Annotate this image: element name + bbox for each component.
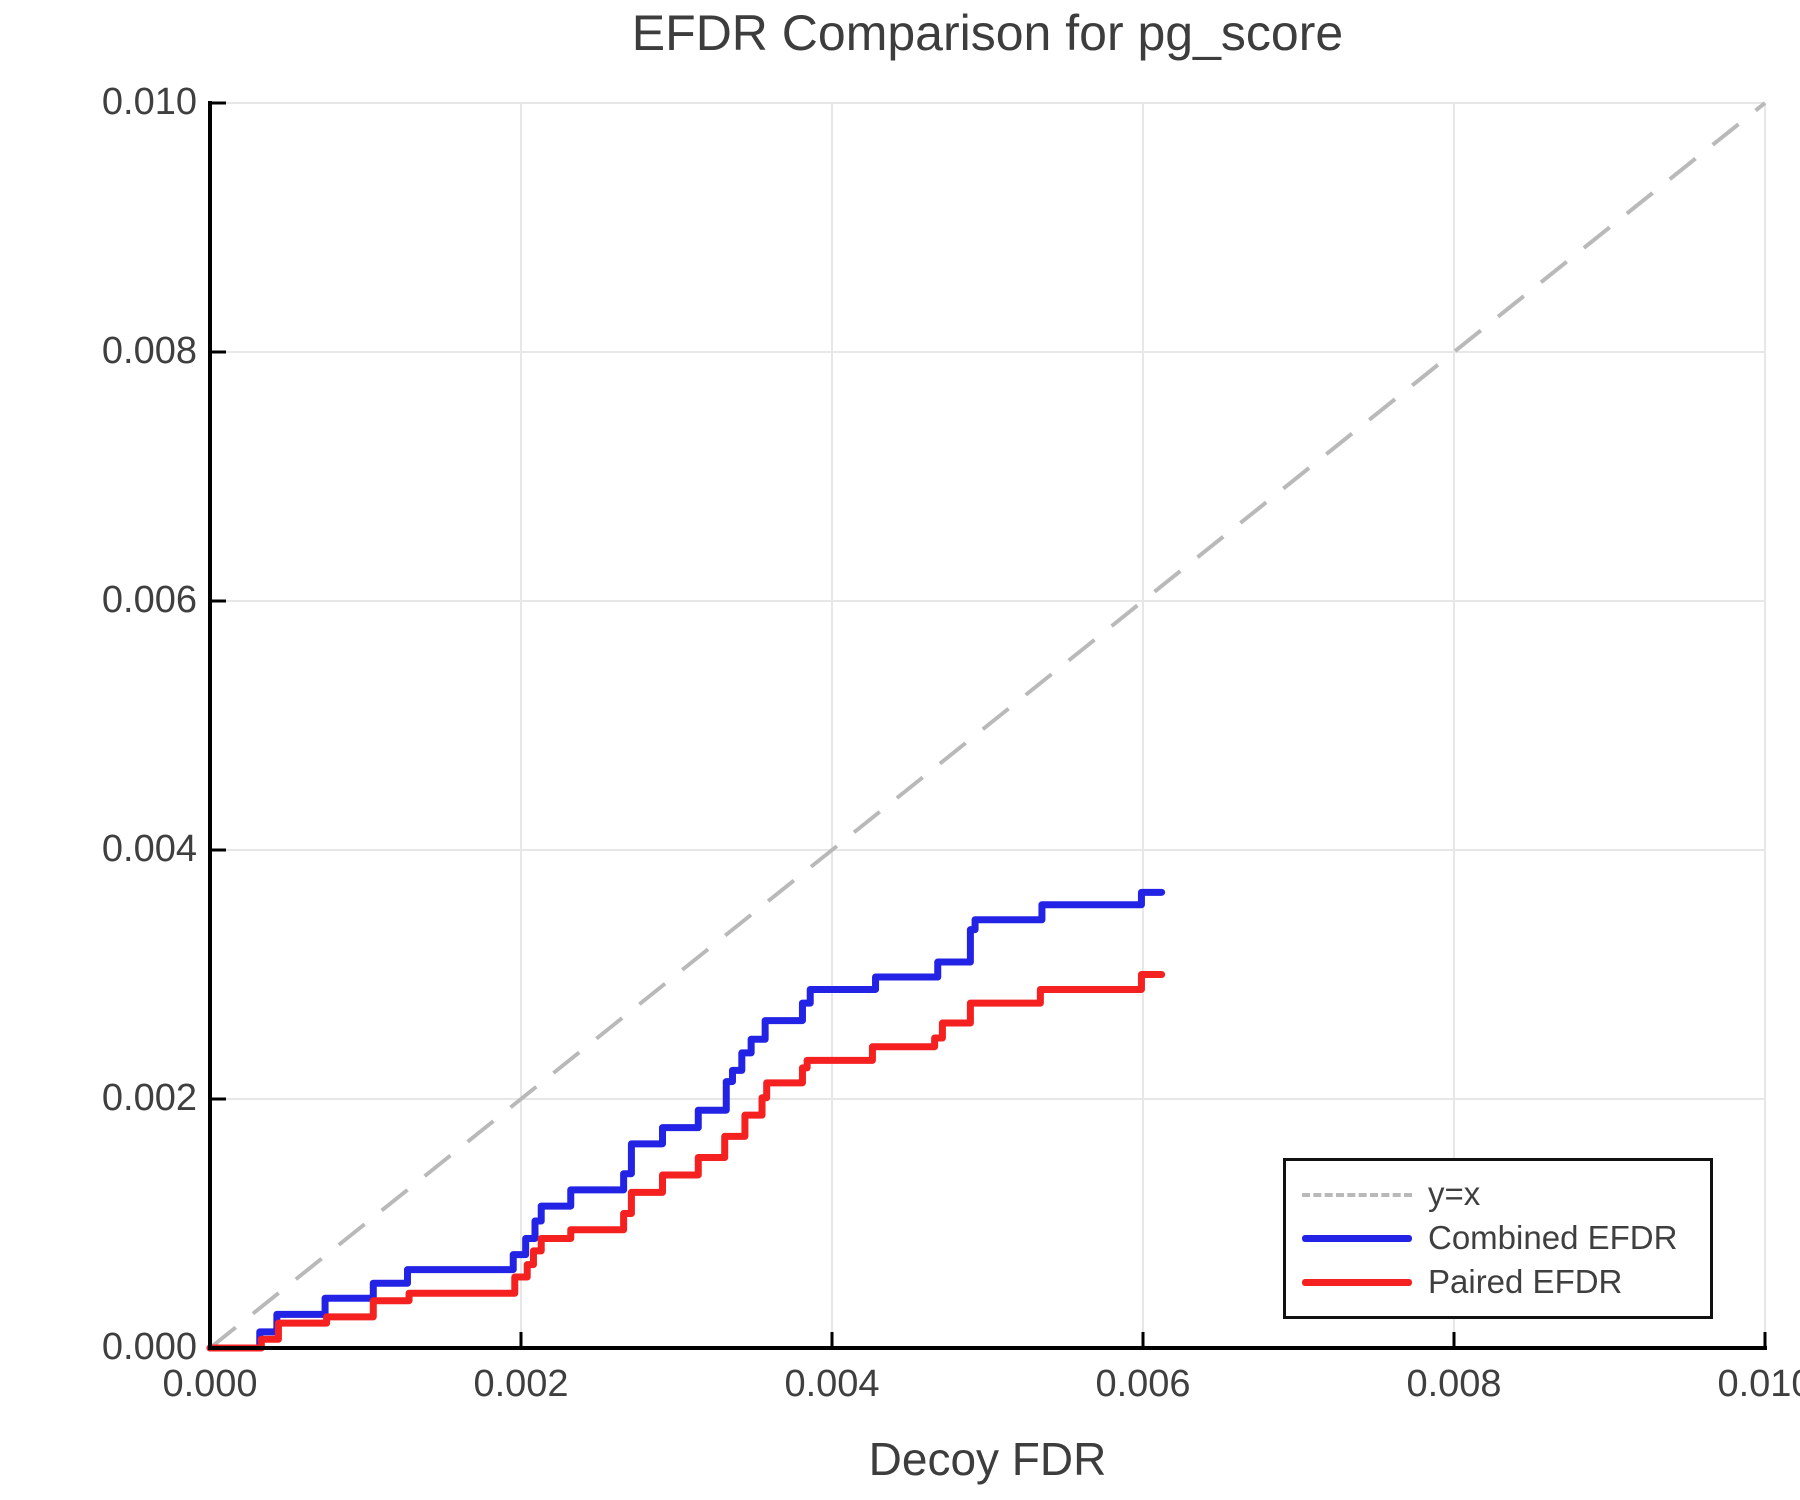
legend-entry-paired-efdr: Paired EFDR — [1302, 1263, 1710, 1303]
x-tick-label: 0.000 — [162, 1363, 258, 1405]
x-tick-label: 0.006 — [1095, 1363, 1191, 1405]
dashed-line-sample — [1302, 1192, 1412, 1197]
y-tick-label: 0.006 — [101, 579, 197, 621]
legend-label-paired-efdr: Paired EFDR — [1428, 1263, 1623, 1301]
x-tick-label: 0.004 — [784, 1363, 880, 1405]
y-tick-label: 0.004 — [101, 828, 197, 870]
chart-title: EFDR Comparison for pg_score — [631, 5, 1344, 61]
y-tick-label: 0.002 — [101, 1077, 197, 1119]
legend-label-yx: y=x — [1428, 1175, 1481, 1213]
series-paired-efdr — [206, 971, 1166, 1352]
x-tick-label: 0.010 — [1717, 1363, 1800, 1405]
legend: y=x Combined EFDR Paired EFDR — [1283, 1158, 1713, 1319]
diagonal-reference-line — [208, 101, 1767, 1350]
y-tick-label: 0.008 — [101, 330, 197, 372]
x-axis-label: Decoy FDR — [868, 1433, 1107, 1485]
legend-label-combined-efdr: Combined EFDR — [1428, 1219, 1678, 1257]
y-tick-label: 0.000 — [101, 1326, 197, 1368]
red-line-sample — [1302, 1279, 1412, 1286]
blue-line-sample — [1302, 1235, 1412, 1242]
series-combined-efdr — [206, 888, 1166, 1352]
x-tick-label: 0.002 — [473, 1363, 569, 1405]
x-tick-label: 0.008 — [1406, 1363, 1502, 1405]
y-tick-label: 0.010 — [101, 81, 197, 123]
legend-entry-yx: y=x — [1302, 1175, 1710, 1215]
legend-entry-combined-efdr: Combined EFDR — [1302, 1219, 1710, 1259]
